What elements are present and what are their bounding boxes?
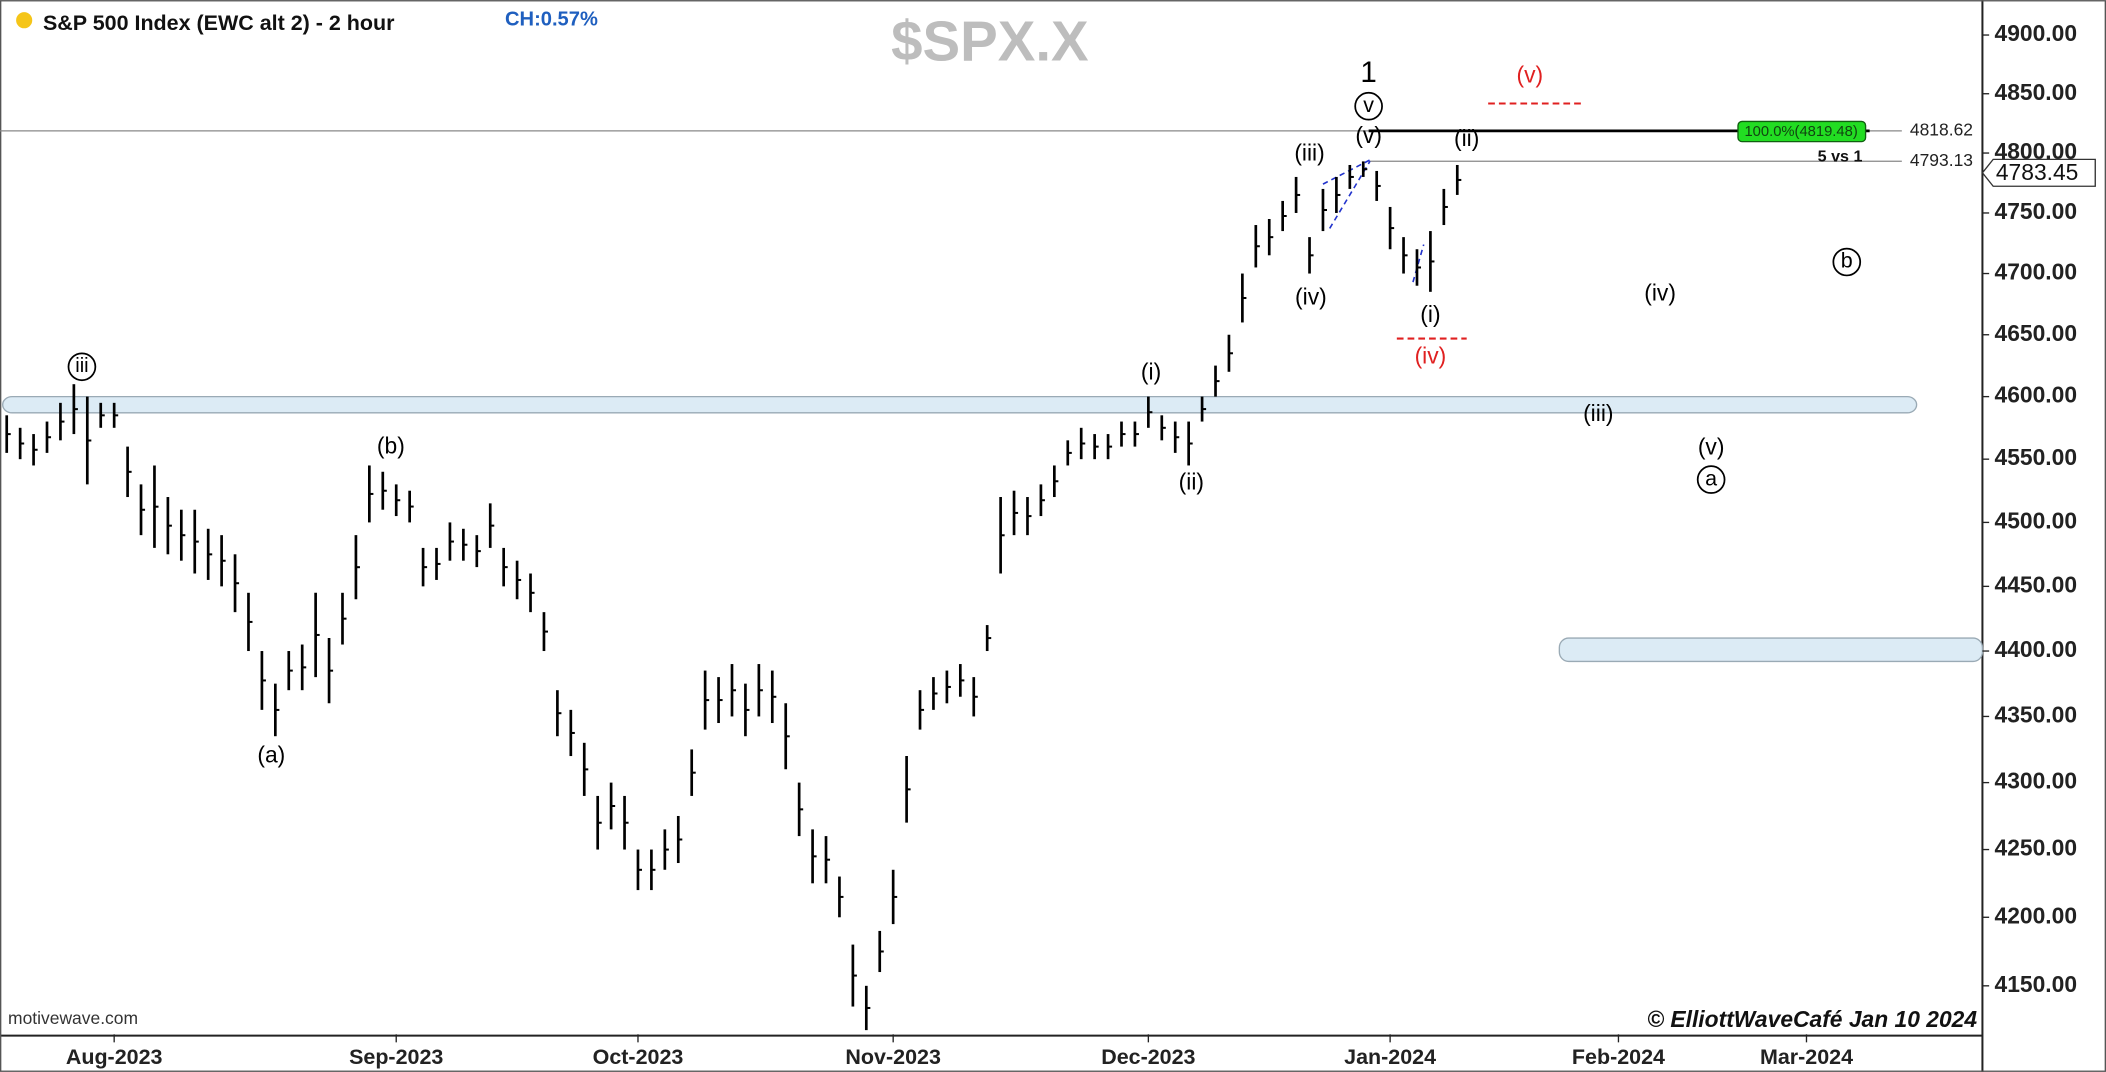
wave-label: b: [1841, 249, 1853, 273]
price-tag-label: 4783.45: [1996, 159, 2079, 185]
x-tick-label: Jan-2024: [1344, 1045, 1436, 1069]
y-tick-label: 4850.00: [1995, 79, 2078, 105]
wave-label: 1: [1360, 56, 1376, 89]
support-zone: [1558, 637, 1984, 663]
x-tick-label: Dec-2023: [1101, 1045, 1195, 1069]
wave-label: (v): [1355, 122, 1382, 148]
wave-label: (b): [377, 432, 405, 458]
wave-label: iii: [75, 355, 88, 377]
wave-label: (ii): [1179, 469, 1204, 495]
chart-title: S&P 500 Index (EWC alt 2) - 2 hour: [43, 11, 395, 35]
source: motivewave.com: [8, 1008, 138, 1028]
target-box: [1737, 120, 1867, 143]
y-tick-label: 4500.00: [1995, 507, 2078, 533]
level-label: 4793.13: [1910, 150, 1973, 170]
wave-label: (iv): [1295, 283, 1327, 309]
wave-circle: [1696, 465, 1726, 494]
x-tick-label: Nov-2023: [845, 1045, 941, 1069]
y-tick-label: 4300.00: [1995, 768, 2078, 794]
target-label: 100.0%(4819.48): [1744, 124, 1857, 140]
change: CH:0.57%: [505, 9, 598, 31]
y-tick-label: 4700.00: [1995, 259, 2078, 285]
wave-label: (v): [1516, 62, 1543, 88]
symbol-watermark: $SPX.X: [891, 10, 1089, 73]
y-tick-label: 4400.00: [1995, 636, 2078, 662]
y-tick-label: 4650.00: [1995, 320, 2078, 346]
wave-circle: [1354, 91, 1383, 121]
credit: © ElliottWaveCafé Jan 10 2024: [1647, 1006, 1977, 1032]
status-dot: [16, 12, 33, 29]
price-tag: [1981, 158, 2096, 187]
level-label: 4818.62: [1910, 119, 1973, 139]
level-note: 5 vs 1: [1818, 147, 1863, 165]
y-tick-label: 4150.00: [1995, 971, 2078, 997]
wave-label: (i): [1141, 359, 1161, 385]
wave-label: a: [1705, 466, 1717, 490]
support-zone: [2, 395, 1918, 414]
wave-label: (ii): [1454, 125, 1479, 151]
y-tick-label: 4450.00: [1995, 571, 2078, 597]
wave-label: (iii): [1294, 140, 1324, 166]
x-tick-label: Aug-2023: [66, 1045, 163, 1069]
wave-label: (iv): [1644, 279, 1676, 305]
x-tick-label: Mar-2024: [1760, 1045, 1853, 1069]
wave-label: (iii): [1583, 400, 1613, 426]
y-tick-label: 4550.00: [1995, 444, 2078, 470]
x-tick-label: Sep-2023: [349, 1045, 443, 1069]
wave-circle: [1832, 247, 1862, 277]
y-tick-label: 4750.00: [1995, 198, 2078, 224]
wave-label: (i): [1420, 301, 1440, 327]
wave-label: (a): [257, 741, 285, 767]
x-tick-label: Oct-2023: [593, 1045, 684, 1069]
wave-label: (v): [1698, 434, 1725, 460]
y-tick-label: 4900.00: [1995, 20, 2078, 46]
wave-label: v: [1363, 93, 1374, 117]
y-tick-label: 4600.00: [1995, 382, 2078, 408]
y-tick-label: 4350.00: [1995, 701, 2078, 727]
y-tick-label: 4200.00: [1995, 902, 2078, 928]
wave-circle: [67, 352, 97, 382]
x-tick-label: Feb-2024: [1572, 1045, 1665, 1069]
y-tick-label: 4250.00: [1995, 835, 2078, 861]
wave-label: (iv): [1415, 342, 1447, 368]
